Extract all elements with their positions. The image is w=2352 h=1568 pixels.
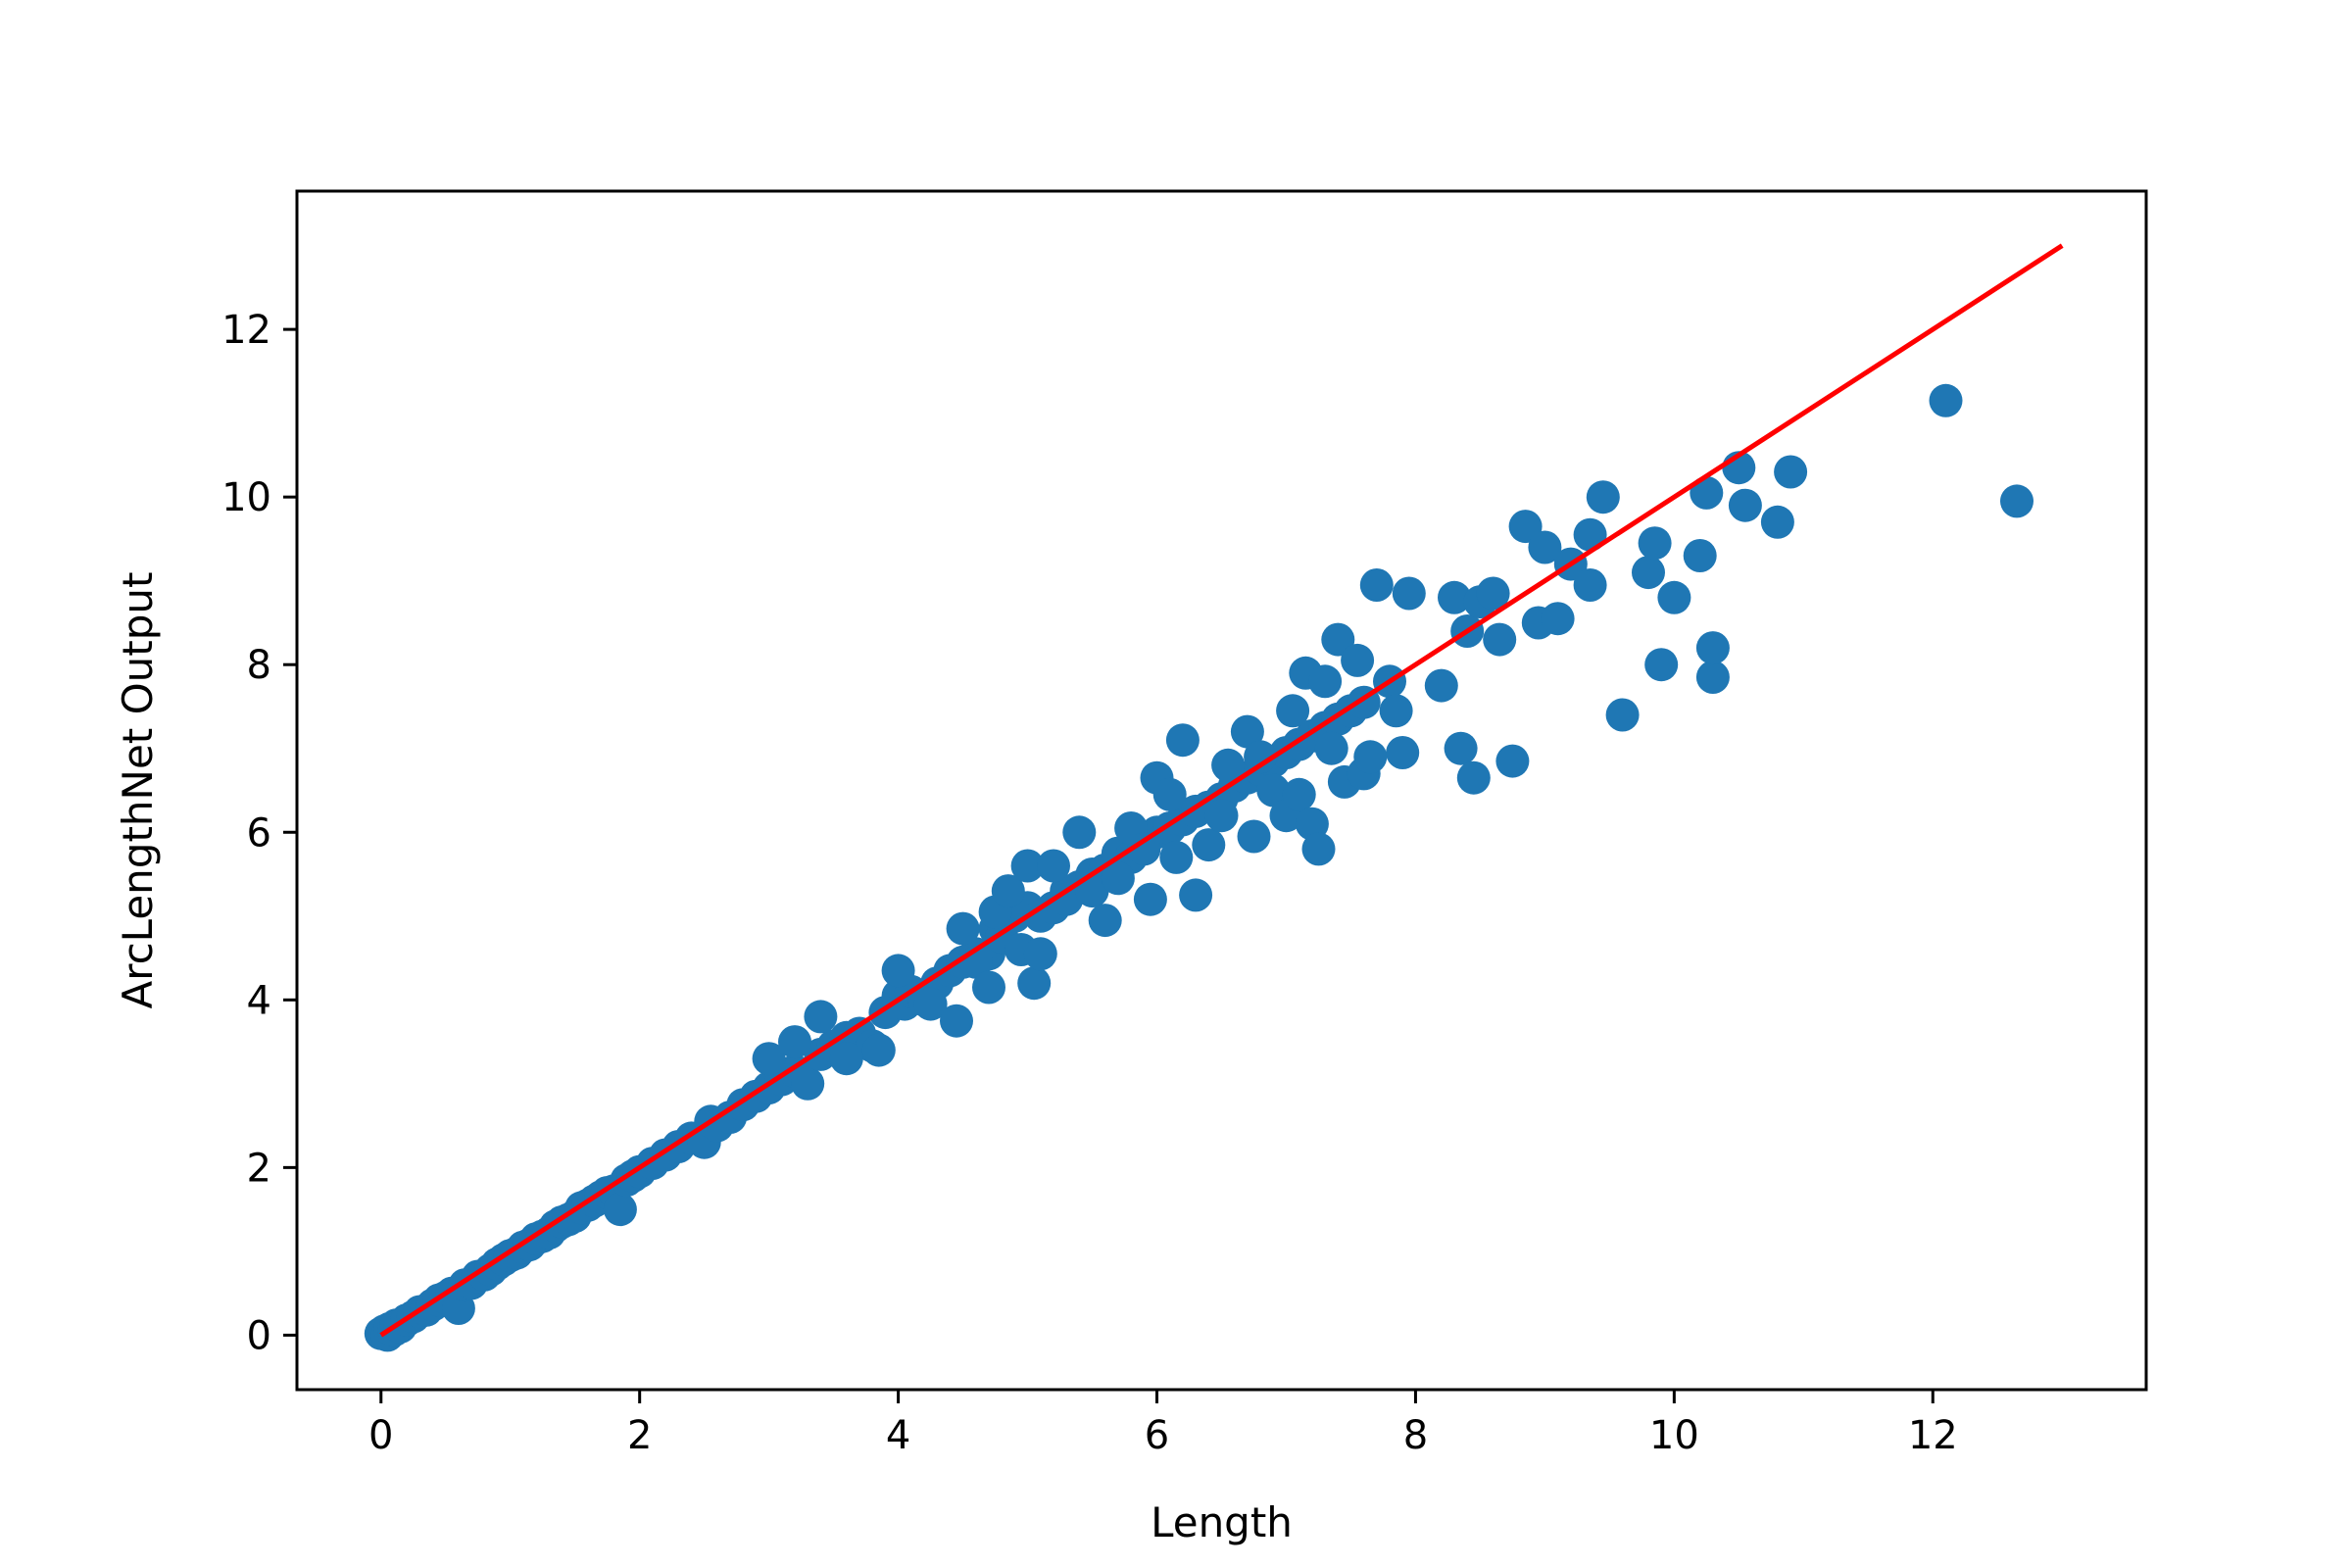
data-point	[1165, 723, 1200, 758]
data-point	[1528, 530, 1562, 564]
data-point	[1774, 455, 1808, 489]
axes-frame	[295, 189, 2148, 1392]
data-point	[1276, 694, 1310, 728]
data-point	[1760, 505, 1794, 539]
data-point	[1495, 744, 1530, 778]
data-point	[1541, 602, 1575, 636]
y-axis-label: ArcLengthNet Output	[114, 571, 162, 1008]
x-axis-label: Length	[1151, 1498, 1293, 1546]
data-point	[1632, 556, 1665, 590]
data-point	[1690, 475, 1724, 510]
data-point	[1392, 576, 1426, 611]
data-point	[1152, 777, 1187, 811]
data-point	[1359, 568, 1394, 602]
data-point	[1483, 622, 1517, 657]
data-point	[1728, 488, 1762, 522]
data-point	[1192, 828, 1226, 862]
data-point	[913, 987, 948, 1021]
data-point	[1075, 874, 1109, 908]
data-point	[1508, 510, 1543, 544]
data-point	[1438, 580, 1471, 614]
data-point	[1159, 840, 1194, 874]
data-point	[1353, 740, 1388, 774]
data-point	[1573, 517, 1607, 552]
reference-line	[379, 243, 2064, 1338]
data-point	[1101, 861, 1135, 896]
data-point	[1444, 731, 1478, 765]
data-point	[1657, 580, 1691, 614]
data-point	[1017, 966, 1052, 1001]
data-point	[1301, 832, 1336, 866]
x-tick-label: 0	[368, 1413, 393, 1458]
x-tick-label: 12	[1908, 1413, 1958, 1458]
y-tick-label: 2	[247, 1146, 271, 1191]
data-point	[861, 1033, 896, 1067]
data-point	[1230, 714, 1264, 749]
data-point	[1683, 539, 1717, 572]
data-point	[1379, 694, 1413, 728]
data-point	[1010, 849, 1045, 883]
data-point	[1573, 568, 1607, 602]
data-point	[1127, 832, 1161, 866]
data-point	[972, 970, 1005, 1004]
data-point	[1321, 622, 1355, 657]
x-tick-label: 8	[1403, 1413, 1428, 1458]
data-point	[1256, 773, 1291, 808]
data-point	[1211, 748, 1246, 782]
y-tick-label: 8	[247, 643, 271, 688]
data-point	[1456, 760, 1491, 795]
data-point	[791, 1066, 825, 1101]
y-tick-label: 0	[247, 1313, 271, 1358]
y-tick-label: 12	[221, 308, 271, 353]
x-tick-label: 6	[1145, 1413, 1169, 1458]
data-point	[603, 1193, 637, 1227]
data-point	[1314, 731, 1348, 765]
data-point	[1023, 937, 1057, 971]
data-point	[1204, 799, 1239, 833]
data-point	[1929, 383, 1963, 417]
data-point	[1062, 815, 1097, 850]
data-point	[1088, 904, 1122, 938]
data-point	[1695, 661, 1730, 694]
plot-area	[364, 243, 2064, 1352]
data-point	[1308, 664, 1343, 699]
x-tick-label: 10	[1649, 1413, 1699, 1458]
data-point	[1476, 576, 1510, 611]
data-point	[1638, 526, 1672, 561]
data-point	[1133, 882, 1167, 916]
data-point	[2000, 484, 2034, 518]
data-point	[881, 954, 915, 988]
data-point	[1295, 807, 1329, 841]
data-point	[778, 1025, 811, 1059]
data-point	[940, 1004, 973, 1038]
data-point	[946, 911, 980, 946]
x-tick-label: 2	[627, 1413, 652, 1458]
y-tick-label: 10	[221, 475, 271, 520]
data-point	[1237, 819, 1271, 854]
data-point	[1341, 643, 1375, 677]
data-point	[1037, 849, 1070, 883]
data-point	[1586, 480, 1620, 514]
data-point	[1050, 882, 1084, 916]
data-point	[1179, 878, 1213, 912]
y-axis: 0 2 4 6 8 10 12	[221, 308, 297, 1358]
x-axis: 0 2 4 6 8 10 12	[368, 1390, 1958, 1458]
y-tick-label: 4	[247, 978, 271, 1023]
data-point	[1695, 631, 1730, 665]
data-point	[1424, 668, 1458, 703]
data-point	[804, 1000, 838, 1034]
data-point	[1244, 740, 1278, 774]
y-tick-label: 6	[247, 810, 271, 856]
data-point	[829, 1042, 863, 1076]
data-point	[1282, 777, 1316, 811]
data-point	[1644, 648, 1679, 682]
data-point	[752, 1042, 786, 1076]
data-point	[991, 874, 1025, 908]
data-point	[1386, 736, 1420, 769]
data-point	[1605, 698, 1640, 732]
x-tick-label: 4	[886, 1413, 910, 1458]
